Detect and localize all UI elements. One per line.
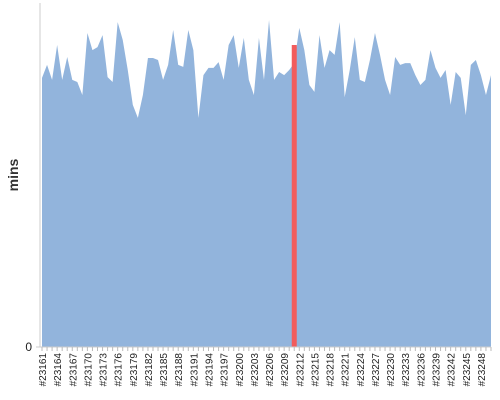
x-tick-label: #23197 (220, 353, 231, 387)
x-tick-label: #23179 (129, 353, 140, 387)
x-tick-label: #23206 (265, 353, 276, 387)
x-tick-label: #23242 (447, 353, 458, 387)
x-tick-label: #23191 (189, 353, 200, 387)
y-axis-label: mins (5, 158, 21, 191)
x-tick-label: #23188 (174, 353, 185, 387)
x-tick-label: #23245 (462, 353, 473, 387)
x-tick-label: #23161 (38, 353, 49, 387)
x-tick-label: #23170 (83, 353, 94, 387)
x-tick-label: #23164 (53, 353, 64, 387)
highlight-line (291, 45, 297, 347)
x-tick-label: #23221 (341, 353, 352, 387)
y-tick-label: 0 (25, 340, 32, 354)
x-tick-label: #23212 (295, 353, 306, 387)
x-tick-label: #23236 (416, 353, 427, 387)
x-tick-label: #23173 (99, 353, 110, 387)
x-tick-label: #23227 (371, 353, 382, 387)
x-tick-label: #23209 (280, 353, 291, 387)
x-tick-label: #23239 (432, 353, 443, 387)
x-tick-label: #23176 (114, 353, 125, 387)
x-tick-label: #23218 (326, 353, 337, 387)
x-tick-label: #23194 (204, 353, 215, 387)
x-tick-label: #23233 (401, 353, 412, 387)
area (42, 20, 491, 347)
x-tick-label: #23248 (477, 353, 488, 387)
x-tick-label: #23230 (386, 353, 397, 387)
x-tick-label: #23167 (68, 353, 79, 387)
x-tick-label: #23215 (310, 353, 321, 387)
x-tick-label: #23185 (159, 353, 170, 387)
x-tick-label: #23224 (356, 353, 367, 387)
x-tick-label: #23182 (144, 353, 155, 387)
x-tick-label: #23203 (250, 353, 261, 387)
x-tick-label: #23200 (235, 353, 246, 387)
